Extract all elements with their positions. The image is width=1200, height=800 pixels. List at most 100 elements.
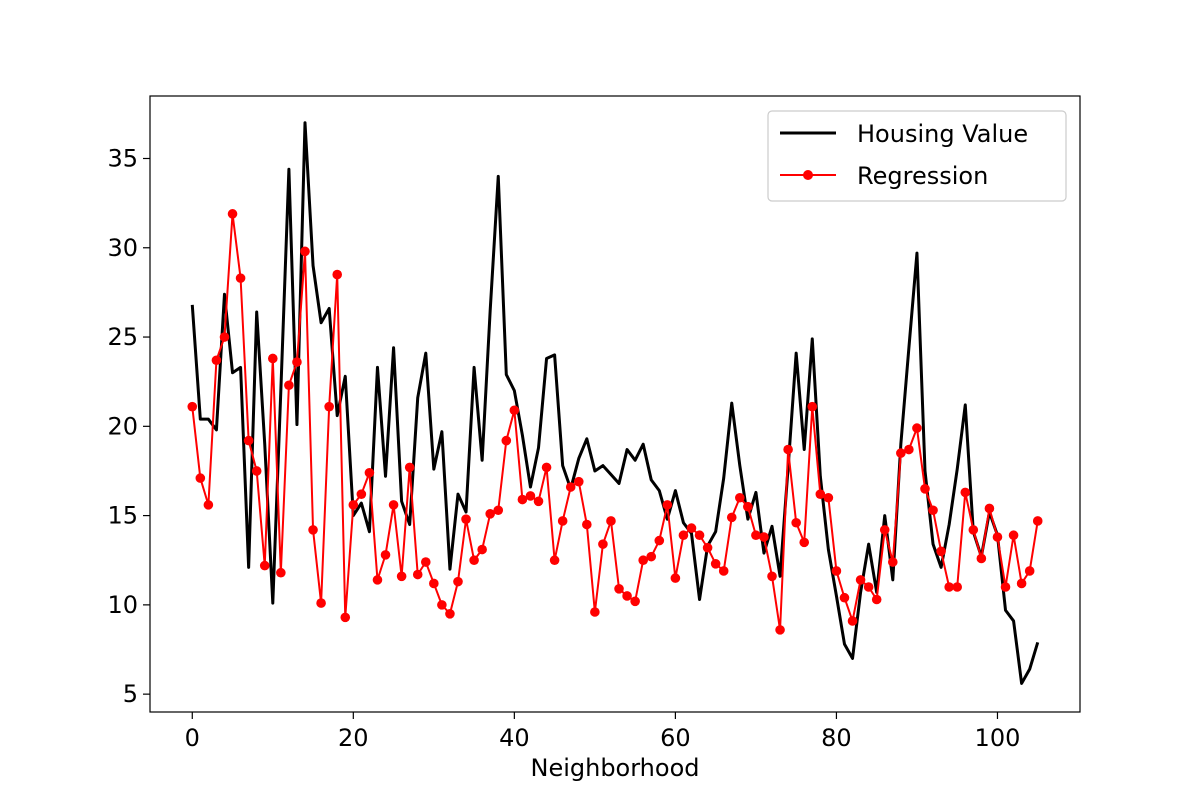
data-point-regression [646,551,657,562]
data-point-regression [1008,530,1019,541]
legend-label-housing-value: Housing Value [857,120,1028,148]
data-point-regression [549,555,560,566]
data-point-regression [429,578,439,589]
data-point-regression [396,571,407,582]
y-tick-label: 35 [107,144,138,172]
y-tick-label: 5 [123,680,138,708]
x-tick-label: 60 [660,724,691,752]
data-point-regression [863,582,874,592]
data-point-regression [590,607,600,617]
data-point-regression [509,405,520,416]
data-point-regression [855,575,866,585]
data-point-regression [308,525,318,535]
data-point-regression [928,505,938,516]
data-point-regression [718,566,729,576]
data-point-regression [815,489,826,499]
data-point-regression [525,491,536,501]
data-point-regression [904,444,914,455]
data-point-regression [533,496,544,507]
legend-marker-regression [803,170,813,180]
data-point-regression [300,246,310,257]
data-point-regression [259,560,270,571]
data-point-regression [461,514,471,524]
data-point-regression [726,512,737,523]
legend-box [767,110,1067,202]
data-point-regression [453,576,463,587]
data-point-regression [565,482,576,492]
data-point-regression [332,269,343,280]
data-point-regression [412,569,423,580]
data-point-regression [912,423,922,433]
data-point-regression [493,505,504,516]
data-point-regression [227,209,238,219]
data-point-regression [1032,516,1043,526]
data-point-regression [404,462,415,473]
data-point-regression [251,466,262,476]
data-point-regression [630,596,640,607]
data-point-regression [485,509,495,519]
data-point-regression [759,532,769,542]
data-point-regression [686,523,697,533]
data-point-regression [767,571,777,582]
data-point-regression [437,600,447,610]
data-point-regression [807,401,818,412]
data-point-regression [952,582,963,592]
data-point-regression [348,500,359,510]
data-point-regression [267,353,278,364]
data-point-regression [501,435,512,446]
data-point-regression [743,501,753,512]
data-point-regression [879,525,890,535]
data-point-regression [541,462,552,473]
data-point-regression [380,550,391,560]
data-point-regression [356,489,367,499]
legend: Housing Value Regression [767,110,1067,202]
data-point-regression [243,435,254,446]
data-point-regression [187,401,198,412]
y-tick-label: 30 [107,234,138,262]
data-point-regression [702,542,713,553]
data-point-regression [960,487,971,498]
data-point-regression [388,500,399,510]
x-tick-label: 40 [499,724,530,752]
data-point-regression [582,519,592,530]
data-point-regression [775,625,785,635]
series-line-regression [191,212,1039,631]
data-point-regression [276,567,286,578]
data-point-regression [887,557,898,567]
data-point-regression [614,584,624,594]
data-point-regression [622,591,632,601]
y-tick-label: 15 [107,502,138,530]
data-point-regression [477,544,487,555]
data-point-regression [823,492,834,503]
data-point-regression [992,532,1003,542]
data-point-regression [606,516,616,526]
data-point-regression [195,473,206,483]
data-point-regression [839,592,850,603]
data-point-regression [791,517,801,528]
data-point-regression [871,594,882,605]
data-point-regression [420,557,431,567]
data-point-regression [219,332,230,342]
data-point-regression [340,612,351,623]
data-point-regression [896,448,906,458]
data-point-regression [847,616,858,626]
data-point-regression [670,573,681,583]
data-point-regression [751,530,761,541]
data-point-regression [678,530,689,541]
data-point-regression [735,492,745,503]
plot-frame [149,95,1081,713]
x-axis-label: Neighborhood [530,754,699,782]
x-tick-label: 80 [821,724,852,752]
data-point-regression [364,467,375,478]
data-point-regression [936,546,946,557]
data-point-regression [783,444,793,455]
x-axis: 0 20 40 60 80 100 [185,712,1020,752]
data-point-regression [211,355,222,366]
data-point-regression [445,609,455,619]
data-point-regression [944,582,954,592]
data-point-regression [976,553,987,564]
data-point-regression [517,494,528,505]
data-point-regression [968,525,979,535]
data-point-regression [235,273,246,283]
